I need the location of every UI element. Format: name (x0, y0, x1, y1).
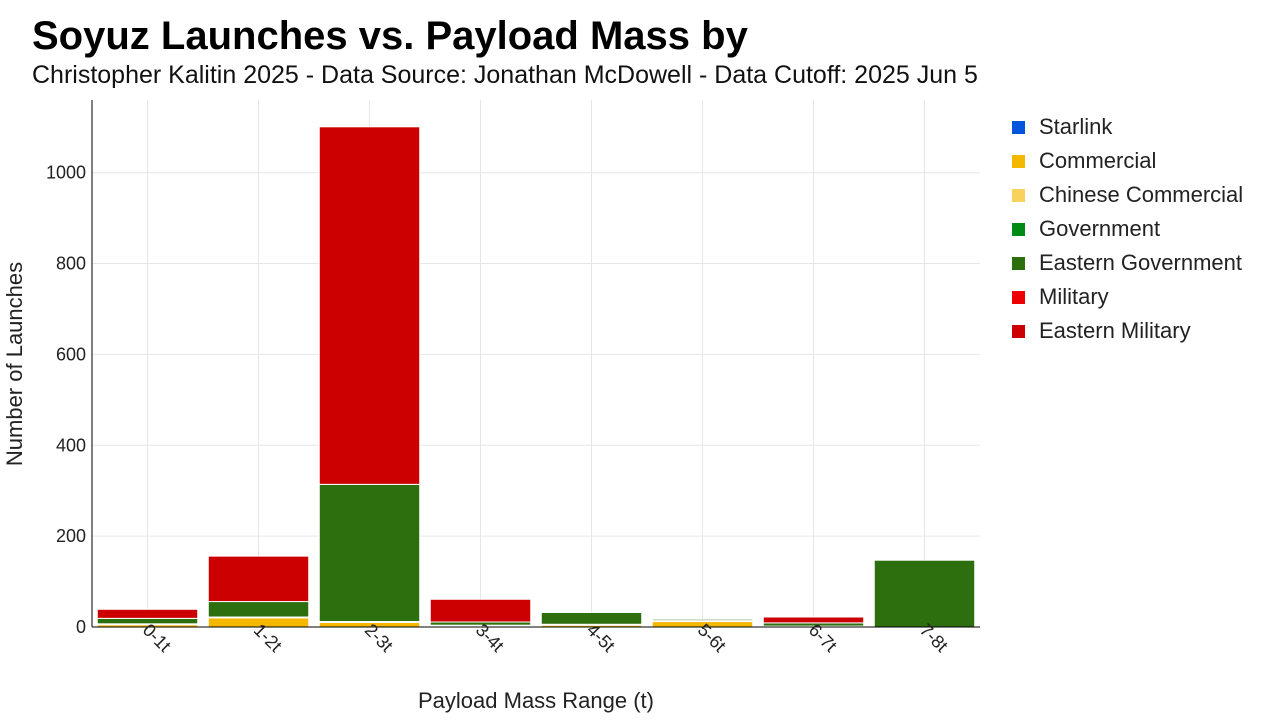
legend-label: Starlink (1039, 114, 1113, 139)
legend-label: Eastern Military (1039, 318, 1191, 343)
bar-segment (207, 601, 310, 618)
legend-item[interactable]: Starlink (1012, 110, 1243, 144)
legend-swatch (1012, 120, 1025, 134)
axes (91, 100, 980, 628)
bar-segment (429, 598, 532, 623)
y-tick-label: 800 (56, 254, 86, 274)
bar-segment (540, 611, 643, 625)
bar-segment (207, 555, 310, 603)
legend-item[interactable]: Chinese Commercial (1012, 178, 1243, 212)
grid-lines (92, 100, 980, 627)
legend-item[interactable]: Commercial (1012, 144, 1243, 178)
bar-stacks (96, 126, 976, 628)
bar-segment (873, 559, 976, 628)
bar-stack (651, 618, 754, 628)
bar-segment (96, 617, 199, 625)
legend-item[interactable]: Eastern Government (1012, 246, 1243, 280)
bar-segment (318, 483, 421, 623)
y-tick-label: 200 (56, 526, 86, 546)
bar-stack (873, 559, 976, 628)
y-tick-label: 1000 (46, 163, 86, 183)
legend-swatch (1012, 324, 1025, 338)
bar-segment (651, 618, 754, 622)
legend: Starlink Commercial Chinese Commercial Gove… (1012, 110, 1243, 348)
y-tick-label: 600 (56, 344, 86, 364)
legend-swatch (1012, 290, 1025, 304)
legend-item[interactable]: Eastern Military (1012, 314, 1243, 348)
legend-swatch (1012, 154, 1025, 168)
chart-subtitle: Christopher Kalitin 2025 - Data Source: … (32, 61, 978, 89)
legend-label: Eastern Government (1039, 250, 1242, 275)
legend-item[interactable]: Military (1012, 280, 1243, 314)
y-tick-label: 0 (76, 617, 86, 637)
bar-stack (429, 598, 532, 628)
bar-segment (762, 616, 865, 624)
legend-label: Commercial (1039, 148, 1157, 173)
legend-swatch (1012, 256, 1025, 270)
y-axis-title: Number of Launches (2, 262, 27, 466)
legend-label: Military (1039, 284, 1109, 309)
x-axis-title: Payload Mass Range (t) (418, 688, 654, 713)
legend-label: Government (1039, 216, 1161, 241)
bar-segment (318, 126, 421, 485)
bar-stack (207, 555, 310, 628)
legend-item[interactable]: Government (1012, 212, 1243, 246)
bar-segment (96, 608, 199, 619)
bar-stack (318, 126, 421, 628)
chart-title: Soyuz Launches vs. Payload Mass by (32, 14, 748, 58)
bar-stack (96, 608, 199, 628)
y-tick-label: 400 (56, 435, 86, 455)
y-tick-labels: 0 200 400 600 800 1000 (46, 163, 86, 637)
legend-swatch (1012, 222, 1025, 236)
legend-swatch (1012, 188, 1025, 202)
legend-label: Chinese Commercial (1039, 182, 1244, 207)
